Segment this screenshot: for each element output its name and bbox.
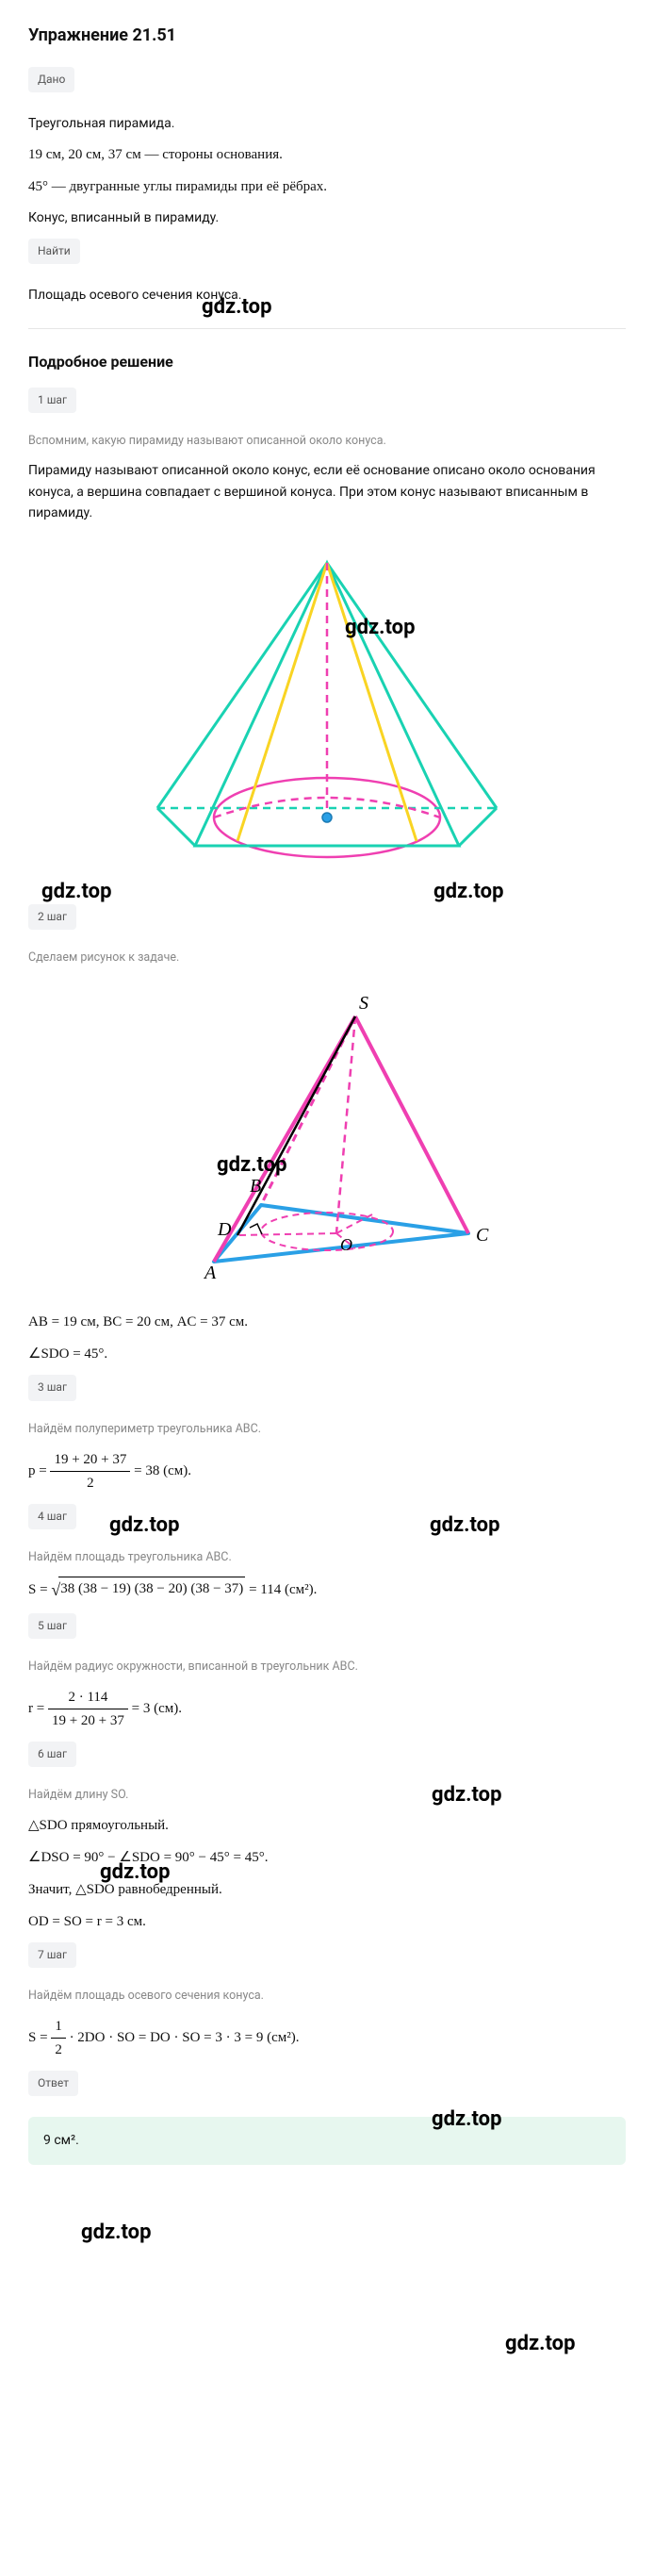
- step-7-hint: Найдём площадь осевого сечения конуса.: [28, 1987, 626, 2006]
- chip-step-4: 4 шаг: [28, 1504, 76, 1529]
- step-6-hint: Найдём длину SO.: [28, 1786, 626, 1805]
- step-5-hint: Найдём радиус окружности, вписанной в тр…: [28, 1658, 626, 1676]
- watermark: gdz.top: [81, 2216, 151, 2249]
- chip-given: Дано: [28, 67, 74, 92]
- chip-step-5: 5 шаг: [28, 1613, 76, 1639]
- eq-axial-area: S = 12 · 2DO · SO = DO · SO = 3 · 3 = 9 …: [28, 2015, 626, 2061]
- label-b: B: [250, 1176, 261, 1197]
- label-d: D: [217, 1219, 232, 1240]
- eq-r-lhs: r =: [28, 1701, 48, 1716]
- chip-step-6: 6 шаг: [28, 1742, 76, 1767]
- label-o: O: [340, 1235, 352, 1254]
- watermark: gdz.top: [109, 1509, 179, 1542]
- chip-step-3: 3 шаг: [28, 1375, 76, 1400]
- eq-given-angle: ∠SDO = 45°.: [28, 1343, 626, 1365]
- eq-p-num: 19 + 20 + 37: [50, 1448, 130, 1472]
- chip-find: Найти: [28, 239, 80, 264]
- step-3-hint: Найдём полупериметр треугольника ABC.: [28, 1420, 626, 1439]
- eq-area-mid: · 2DO · SO = DO · SO = 3 · 3 = 9 (см²).: [66, 2030, 300, 2045]
- answer-box: 9 см².: [28, 2117, 626, 2164]
- divider: [28, 328, 626, 329]
- solution-heading: Подробное решение: [28, 350, 626, 374]
- eq-r-rhs: = 3 (см).: [128, 1701, 182, 1716]
- eq-tri-right: △SDO прямоугольный.: [28, 1814, 626, 1837]
- given-line: 45° — двугранные углы пирамиды при её рё…: [28, 175, 626, 198]
- eq-heron-area: S = √38 (38 − 19) (38 − 20) (38 − 37) = …: [28, 1577, 626, 1604]
- figure-pyramid-labeled: S A B C D O: [120, 979, 534, 1299]
- chip-step-7: 7 шаг: [28, 1942, 76, 1968]
- label-s: S: [359, 993, 368, 1014]
- step-1-hint: Вспомним, какую пирамиду называют описан…: [28, 432, 626, 451]
- eq-od-so: OD = SO = r = 3 см.: [28, 1910, 626, 1933]
- step-4-hint: Найдём площадь треугольника ABC.: [28, 1548, 626, 1567]
- find-text: Площадь осевого сечения конуса.: [28, 285, 626, 305]
- step-2-hint: Сделаем рисунок к задаче.: [28, 949, 626, 967]
- given-line: Треугольная пирамида.: [28, 113, 626, 134]
- chip-step-1: 1 шаг: [28, 388, 76, 413]
- answer-text: 9 см².: [43, 2133, 79, 2148]
- figure-cone-in-pyramid: [129, 535, 525, 893]
- chip-step-2: 2 шаг: [28, 904, 76, 930]
- watermark: gdz.top: [430, 1509, 499, 1542]
- eq-inradius: r = 2 · 11419 + 20 + 37 = 3 (см).: [28, 1686, 626, 1732]
- watermark: gdz.top: [41, 875, 111, 908]
- given-line: 19 см, 20 см, 37 см — стороны основания.: [28, 143, 626, 166]
- eq-r-num: 2 · 114: [48, 1686, 128, 1709]
- eq-angle-calc: ∠DSO = 90° − ∠SDO = 90° − 45° = 45°.: [28, 1846, 626, 1869]
- eq-r-den: 19 + 20 + 37: [48, 1709, 128, 1732]
- eq-semiperimeter: p = 19 + 20 + 372 = 38 (см).: [28, 1448, 626, 1494]
- chip-answer: Ответ: [28, 2071, 78, 2096]
- exercise-title: Упражнение 21.51: [28, 23, 626, 50]
- eq-tri-iso: Значит, △SDO равнобедренный.: [28, 1878, 626, 1901]
- given-line: Конус, вписанный в пирамиду.: [28, 207, 626, 228]
- eq-p-lhs: p =: [28, 1463, 50, 1478]
- label-a: A: [203, 1263, 217, 1283]
- label-c: C: [476, 1225, 489, 1246]
- eq-p-rhs: = 38 (см).: [130, 1463, 191, 1478]
- watermark: gdz.top: [505, 2327, 575, 2360]
- eq-S-rhs: = 114 (см²).: [245, 1582, 317, 1597]
- eq-given-sides: AB = 19 см, BC = 20 см, AC = 37 см.: [28, 1311, 626, 1333]
- eq-area-num: 1: [51, 2015, 66, 2039]
- step-1-text: Пирамиду называют описанной около конус,…: [28, 460, 626, 523]
- eq-S-body: 38 (38 − 19) (38 − 20) (38 − 37): [58, 1577, 245, 1604]
- eq-p-den: 2: [50, 1472, 130, 1494]
- eq-S-lhs: S =: [28, 1582, 51, 1597]
- eq-area-lhs: S =: [28, 2030, 51, 2045]
- eq-area-den: 2: [51, 2039, 66, 2061]
